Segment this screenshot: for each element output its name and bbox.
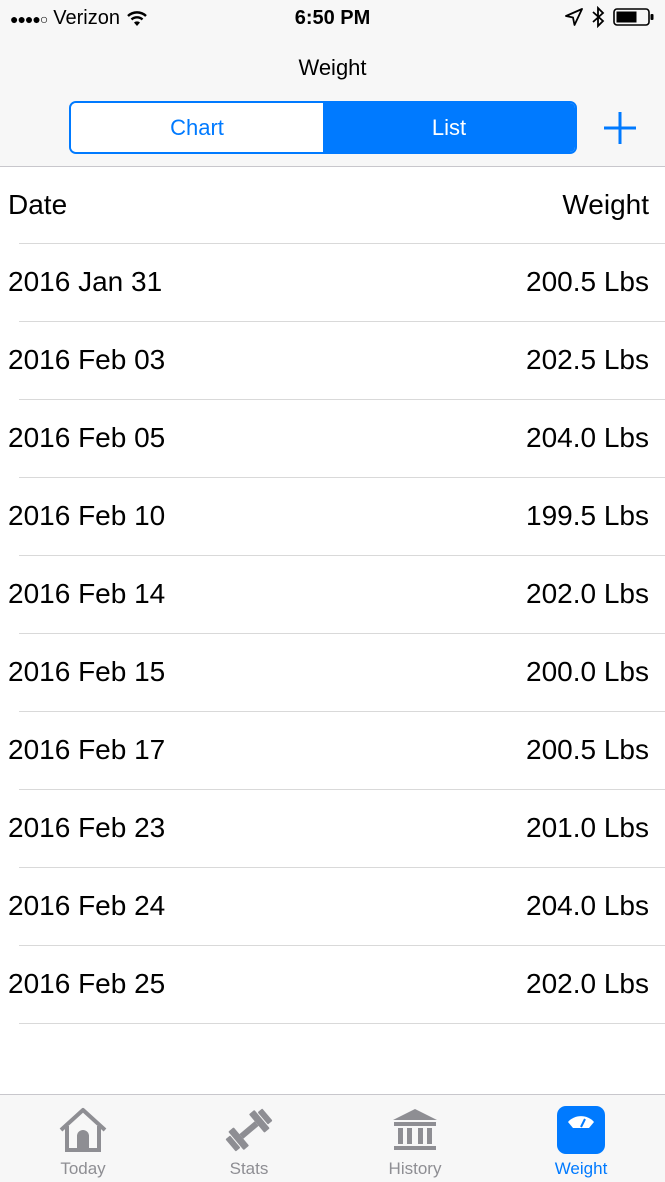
add-entry-button[interactable] [600,108,640,148]
segment-chart[interactable]: Chart [71,103,323,152]
battery-icon [613,8,654,26]
table-row[interactable]: 2016 Feb 10 199.5 Lbs [0,478,665,556]
row-divider [19,477,665,478]
table-row[interactable]: 2016 Feb 15 200.0 Lbs [0,634,665,712]
tab-today[interactable]: Today [0,1095,166,1182]
tab-label-history: History [388,1159,442,1178]
row-weight: 202.5 Lbs [526,344,649,375]
row-date: 2016 Feb 15 [8,656,166,687]
row-divider [19,555,665,556]
row-divider [19,867,665,868]
row-divider [19,321,665,322]
row-divider [19,711,665,712]
column-header-date: Date [8,189,68,220]
row-divider [19,243,665,244]
table-header: Date Weight [0,167,665,244]
row-date: 2016 Feb 10 [8,500,166,531]
status-time: 6:50 PM [294,7,371,29]
tab-label-weight: Weight [554,1159,608,1178]
row-date: 2016 Feb 23 [8,812,166,843]
row-weight: 204.0 Lbs [526,890,649,921]
row-date: 2016 Jan 31 [8,266,163,297]
column-header-weight: Weight [562,189,649,220]
row-divider [19,945,665,946]
page-title: Weight [298,55,367,80]
bluetooth-icon [592,6,605,28]
row-divider [19,789,665,790]
table-row[interactable]: 2016 Feb 25 202.0 Lbs [0,946,665,1024]
row-weight: 202.0 Lbs [526,578,649,609]
house-icon [59,1108,107,1152]
row-weight: 200.0 Lbs [526,656,649,687]
navigation-header: ●●●●○ Verizon 6:50 PM Weight Char [0,0,665,167]
tab-bar: Today Stats History [0,1094,665,1182]
dumbbell-icon [225,1108,273,1152]
status-indicators [565,6,655,28]
row-weight: 199.5 Lbs [526,500,649,531]
table-row[interactable]: 2016 Feb 03 202.5 Lbs [0,322,665,400]
row-date: 2016 Feb 05 [8,422,166,453]
row-date: 2016 Feb 14 [8,578,166,609]
wifi-icon [127,10,147,26]
row-date: 2016 Feb 17 [8,734,166,765]
table-row[interactable]: 2016 Jan 31 200.5 Lbs [0,244,665,322]
status-bar: ●●●●○ Verizon 6:50 PM [0,0,665,40]
table-row[interactable]: 2016 Feb 23 201.0 Lbs [0,790,665,868]
row-date: 2016 Feb 24 [8,890,166,921]
scale-icon [557,1106,605,1154]
table-row[interactable]: 2016 Feb 05 204.0 Lbs [0,400,665,478]
segment-list[interactable]: List [323,103,575,152]
table-row[interactable]: 2016 Feb 14 202.0 Lbs [0,556,665,634]
tab-weight[interactable]: Weight [498,1095,664,1182]
row-divider [19,633,665,634]
row-weight: 200.5 Lbs [526,266,649,297]
bank-icon [393,1109,437,1150]
row-weight: 200.5 Lbs [526,734,649,765]
view-segmented-control[interactable]: Chart List [69,101,577,154]
row-divider [19,1023,665,1024]
carrier-name: Verizon [53,7,120,29]
row-date: 2016 Feb 25 [8,968,166,999]
table-row[interactable]: 2016 Feb 17 200.5 Lbs [0,712,665,790]
row-weight: 201.0 Lbs [526,812,649,843]
row-divider [19,399,665,400]
tab-label-stats: Stats [229,1159,269,1178]
row-date: 2016 Feb 03 [8,344,166,375]
signal-strength-icon: ●●●●○ [10,10,48,27]
table-row[interactable]: 2016 Feb 24 204.0 Lbs [0,868,665,946]
weight-list: 2016 Jan 31 200.5 Lbs 2016 Feb 03 202.5 … [0,244,665,1024]
row-weight: 202.0 Lbs [526,968,649,999]
tab-stats[interactable]: Stats [166,1095,332,1182]
tab-label-today: Today [60,1159,106,1178]
carrier-info: ●●●●○ Verizon [10,7,148,30]
tab-history[interactable]: History [332,1095,498,1182]
row-weight: 204.0 Lbs [526,422,649,453]
location-arrow-icon [565,8,583,26]
